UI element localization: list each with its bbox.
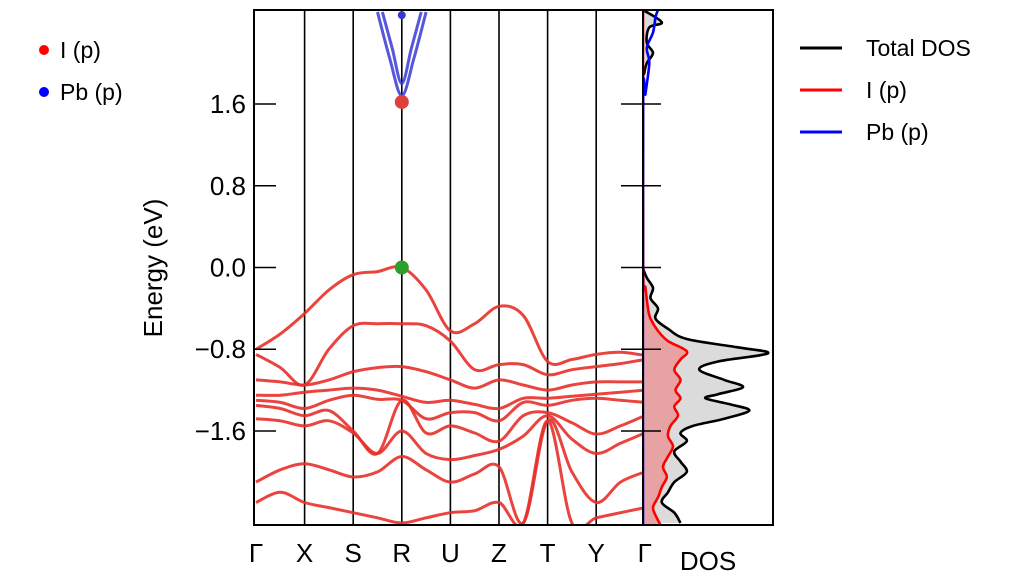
dos-xlabel: DOS — [680, 546, 736, 576]
legend-dot-pb-p — [39, 87, 49, 97]
y-axis-label: Energy (eV) — [138, 199, 168, 338]
y-ticks: −1.6 −0.8 0.0 0.8 1.6 — [195, 89, 643, 446]
k-label-6: T — [540, 538, 556, 568]
ytick-label-1: −0.8 — [195, 334, 246, 364]
k-label-4: U — [441, 538, 460, 568]
band-vb7 — [255, 414, 643, 462]
dos-panel: DOS — [642, 9, 774, 576]
dos-legend: Total DOS I (p) Pb (p) — [800, 35, 971, 145]
dos-fill-ip — [643, 10, 688, 525]
k-label-3: R — [392, 538, 411, 568]
band-vb3 — [255, 364, 643, 392]
k-label-2: S — [345, 538, 362, 568]
marker-cb-top — [397, 11, 406, 20]
dos-plot-frame — [642, 9, 774, 526]
k-label-5: Z — [491, 538, 507, 568]
legend-label-i-p: I (p) — [60, 37, 101, 63]
band-vb4 — [255, 386, 643, 411]
k-label-0: Γ — [249, 538, 263, 568]
legend-dot-i-p — [39, 45, 49, 55]
k-label-7: Y — [588, 538, 605, 568]
band-vb5 — [255, 393, 643, 423]
k-point-lines — [303, 10, 598, 525]
projection-legend: I (p) Pb (p) — [39, 37, 123, 105]
dos-fills — [643, 10, 769, 525]
ytick-label-4: 1.6 — [210, 89, 246, 119]
marker-vbm — [394, 260, 409, 275]
ytick-label-3: 0.8 — [210, 171, 246, 201]
band-vb1 — [255, 265, 643, 366]
dos-y-ticks — [643, 103, 661, 432]
band-vb9 — [255, 419, 643, 525]
dos-line-ip — [643, 10, 689, 525]
band-vb8 — [255, 418, 643, 525]
k-label-8: Γ — [638, 538, 652, 568]
band-cb2 — [380, 11, 423, 86]
legend-label-total-dos: Total DOS — [866, 35, 971, 61]
ytick-label-2: 0.0 — [210, 253, 246, 283]
legend-label-pb-p: Pb (p) — [60, 79, 123, 105]
legend-label-dos-i-p: I (p) — [866, 77, 907, 103]
dos-line-pbp — [643, 10, 660, 525]
k-label-1: X — [296, 538, 313, 568]
legend-label-dos-pb-p: Pb (p) — [866, 119, 929, 145]
ytick-label-0: −1.6 — [195, 416, 246, 446]
band-markers — [394, 11, 409, 275]
band-lines — [255, 11, 643, 525]
band-vb2 — [255, 321, 643, 387]
marker-cbm — [394, 94, 409, 109]
band-vb6 — [255, 398, 643, 456]
